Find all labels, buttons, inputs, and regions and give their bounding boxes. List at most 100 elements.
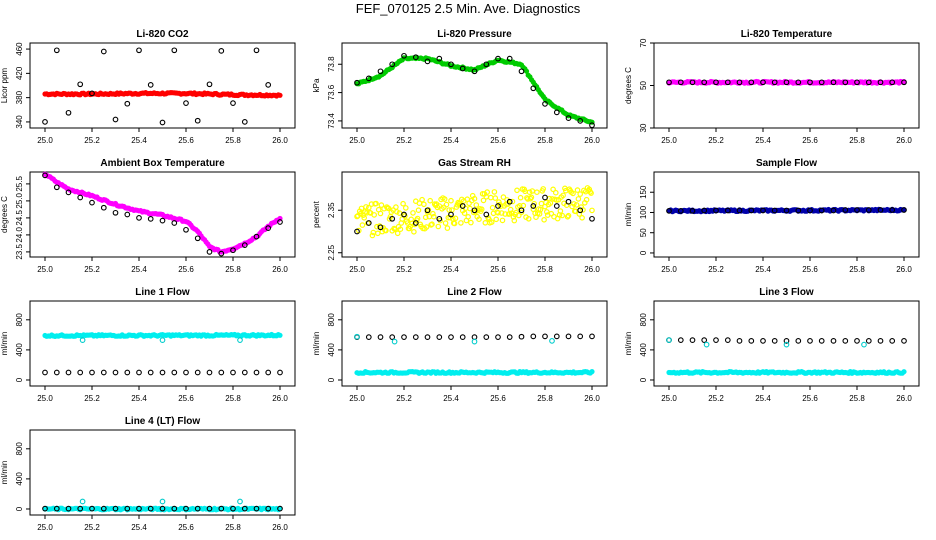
data-point — [377, 224, 384, 231]
rh-sample-point — [393, 204, 399, 210]
rh-sample-point — [489, 204, 496, 211]
y-tick-label: 24.0 — [15, 227, 24, 243]
x-tick-label: 25.4 — [755, 265, 771, 274]
y-tick-label: 70 — [639, 38, 648, 47]
rh-sample-point — [411, 229, 417, 235]
y-tick-label: 380 — [15, 90, 24, 104]
rh-sample-point — [423, 224, 430, 230]
x-tick-label: 25.4 — [443, 265, 459, 274]
x-tick-label: 25.6 — [490, 265, 506, 274]
x-tick-label: 25.8 — [537, 265, 553, 274]
y-tick-label: 800 — [327, 313, 336, 327]
x-tick-label: 25.4 — [755, 136, 771, 145]
y-tick-label: 0 — [15, 506, 24, 511]
data-point — [807, 207, 813, 214]
data-point — [100, 48, 107, 55]
data-point — [42, 172, 48, 179]
rh-sample-point — [583, 196, 590, 203]
y-tick-label: 2.25 — [327, 244, 336, 260]
chart-title: Line 1 Flow — [135, 287, 190, 298]
x-tick-label: 26.0 — [584, 265, 600, 274]
rh-sample-point — [517, 194, 524, 201]
data-point — [401, 211, 407, 218]
data-point — [748, 79, 755, 86]
data-point — [194, 505, 201, 512]
x-tick-label: 25.8 — [537, 136, 553, 145]
data-point — [171, 220, 178, 226]
rh-sample-point — [565, 212, 572, 219]
data-point — [253, 369, 260, 376]
data-point — [542, 194, 548, 201]
data-point — [459, 334, 466, 340]
data-point — [412, 334, 419, 340]
rh-sample-point — [499, 217, 506, 224]
y-tick-label: 50 — [639, 228, 648, 237]
data-point — [436, 334, 443, 340]
data-point — [79, 337, 86, 343]
data-point — [183, 100, 189, 106]
rh-sample-point — [525, 216, 532, 222]
data-point — [159, 217, 166, 224]
chart-title: Gas Stream RH — [438, 158, 511, 169]
rh-sample-point — [441, 196, 448, 202]
data-point — [159, 337, 166, 343]
data-point — [391, 338, 398, 345]
data-point — [760, 207, 766, 214]
data-point — [565, 115, 572, 121]
rh-sample-point — [589, 207, 595, 214]
x-tick-label: 25.0 — [661, 394, 677, 403]
data-point — [89, 90, 95, 97]
data-point — [42, 119, 48, 125]
chart-panel-2: Li-820 Pressure kPa 73.4 73.6 73.8 25.0 25.2 25… — [312, 29, 608, 145]
data-point — [506, 55, 513, 62]
x-tick-label: 25.0 — [37, 136, 53, 145]
rh-sample-point — [448, 197, 454, 204]
data-point — [666, 208, 672, 214]
rh-sample-point — [374, 223, 380, 230]
data-point — [42, 505, 48, 512]
data-point — [112, 505, 119, 512]
data-point — [724, 79, 731, 86]
data-point — [771, 338, 778, 344]
data-point — [677, 337, 684, 343]
rh-sample-point — [516, 203, 523, 209]
rh-sample-point — [500, 194, 507, 200]
data-point — [159, 498, 166, 505]
data-point — [183, 369, 189, 376]
data-point — [136, 215, 142, 221]
x-tick-label: 25.4 — [443, 136, 459, 145]
data-point — [530, 203, 537, 209]
y-axis-label: ml/min — [0, 461, 9, 485]
data-point — [77, 81, 84, 88]
y-tick-label: 800 — [15, 442, 24, 456]
x-tick-label: 25.2 — [396, 394, 412, 403]
rh-sample-point — [467, 205, 473, 212]
data-point — [147, 369, 154, 376]
x-tick-label: 25.6 — [178, 265, 194, 274]
data-point — [241, 505, 248, 512]
chart-panel-5: Gas Stream RH percent 2.25 2.35 25.0 25.2 25.4… — [312, 158, 608, 274]
data-point — [65, 505, 72, 512]
data-point — [448, 334, 454, 340]
data-point — [577, 333, 584, 340]
data-point — [136, 505, 142, 512]
y-tick-label: 2.35 — [327, 202, 336, 218]
x-tick-label: 25.8 — [849, 394, 865, 403]
rh-sample-point — [397, 226, 404, 233]
data-point — [530, 85, 537, 92]
data-point — [889, 207, 896, 213]
x-tick-label: 25.6 — [802, 265, 818, 274]
data-point — [901, 207, 907, 213]
y-tick-label: 400 — [15, 343, 24, 357]
rh-sample-point — [468, 219, 474, 226]
data-point — [542, 101, 548, 107]
rh-sample-point — [507, 206, 514, 213]
data-point — [677, 208, 684, 214]
rh-sample-point — [579, 215, 585, 221]
data-point — [265, 82, 272, 88]
x-tick-label: 25.0 — [37, 265, 53, 274]
data-point — [577, 118, 584, 124]
data-point — [89, 199, 95, 206]
data-point — [448, 211, 454, 218]
